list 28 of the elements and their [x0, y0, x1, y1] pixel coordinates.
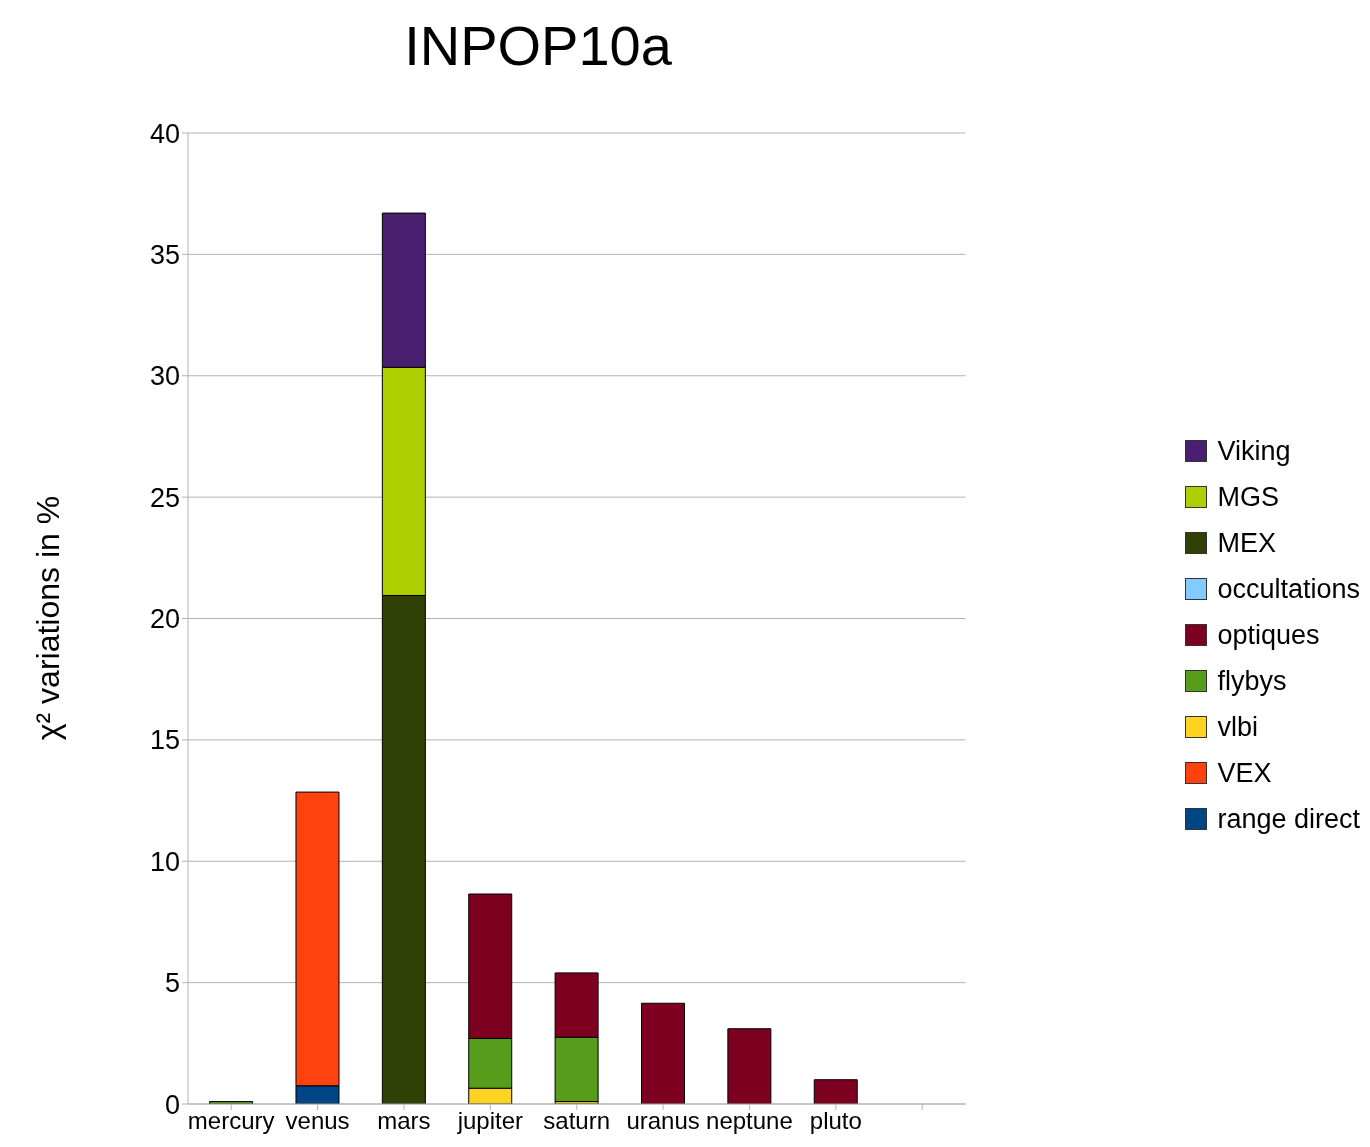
x-tick-label: mars	[377, 1107, 431, 1135]
x-tick-label: mercury	[187, 1107, 275, 1135]
legend-label: MGS	[1217, 481, 1279, 513]
legend-label: Viking	[1217, 435, 1291, 467]
legend-label: vlbi	[1217, 711, 1258, 743]
y-tick-label: 10	[149, 846, 180, 877]
y-tick-label: 20	[149, 604, 180, 635]
x-tick-label: jupiter	[456, 1107, 524, 1135]
x-tick-label: saturn	[543, 1107, 611, 1135]
legend-label: optiques	[1217, 619, 1320, 651]
y-tick-label: 5	[164, 968, 180, 999]
legend-label: flybys	[1217, 665, 1287, 697]
y-axis-title: χ² variations in %	[29, 495, 67, 741]
y-tick-label: 15	[149, 725, 180, 756]
y-tick-label: 25	[149, 482, 180, 513]
legend-label: range direct	[1217, 803, 1360, 835]
y-tick-label: 35	[149, 239, 180, 270]
x-tick-label: pluto	[809, 1107, 862, 1135]
chart-title: INPOP10a	[403, 13, 673, 78]
legend-label: MEX	[1217, 527, 1276, 559]
y-tick-label: 30	[149, 361, 180, 392]
legend-label: occultations	[1217, 573, 1360, 605]
y-tick-label: 40	[149, 118, 180, 149]
x-tick-label: venus	[285, 1107, 350, 1135]
x-tick-label: neptune	[706, 1107, 793, 1135]
x-tick-label: uranus	[626, 1107, 700, 1135]
y-tick-label: 0	[164, 1089, 180, 1120]
legend-label: VEX	[1217, 757, 1272, 789]
